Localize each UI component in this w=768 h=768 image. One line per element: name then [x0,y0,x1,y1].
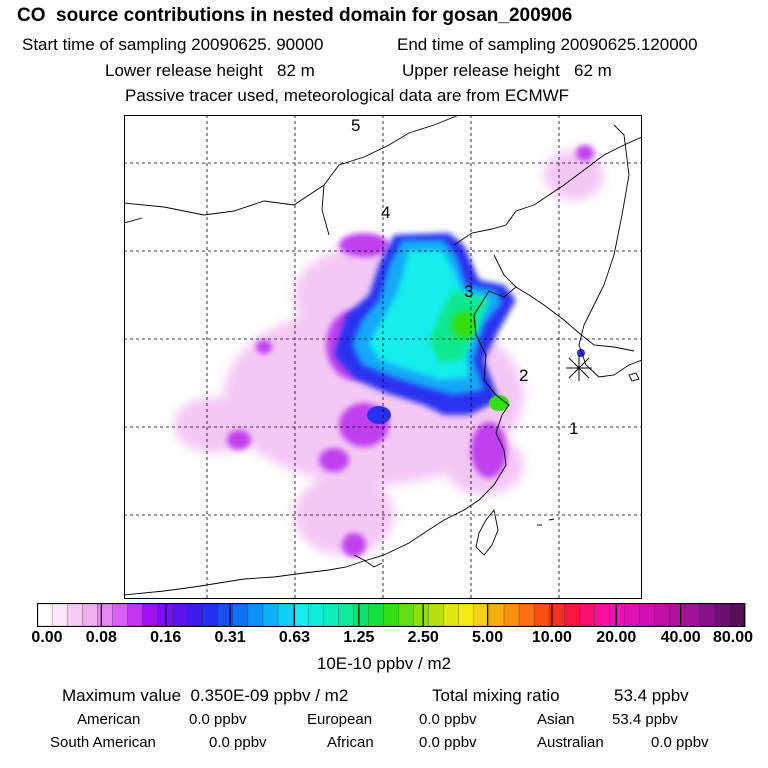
colorbar-cell [112,603,128,627]
colorbar-cell [37,603,53,627]
colorbar-cell [172,603,189,627]
colorbar-tick-label: 0.31 [214,629,246,646]
colorbar-cell [729,603,746,627]
region-label-4: 4 [381,203,390,222]
colorbar [37,603,746,627]
colorbar-cell [518,603,535,627]
colorbar-cell [413,603,430,627]
colorbar-cell [277,603,294,627]
european-value: 0.0 ppbv [419,711,477,728]
map-frame [124,115,642,599]
colorbar-cell [684,603,701,627]
colorbar-tick-label: 0.00 [31,629,63,646]
region-label-5: 5 [351,116,360,135]
maximum-value: Maximum value 0.350E-09 ppbv / m2 [62,686,349,705]
colorbar-cell [443,603,460,627]
total-mixing-value: 53.4 ppbv [614,686,689,705]
asterisk-icon [566,355,592,381]
tracer-note: Passive tracer used, meteorological data… [125,86,570,105]
colorbar-unit: 10E-10 ppbv / m2 [316,654,452,673]
colorbar-cell [292,603,309,627]
end-time-label: End time of sampling 20090625.120000 [397,35,698,54]
upper-release-label: Upper release height 62 m [402,61,612,80]
colorbar-tick-label: 80.00 [712,629,754,646]
asian-label: Asian [537,711,575,728]
region-label-3: 3 [464,282,473,301]
colorbar-cell [368,603,384,627]
south-american-label: South American [50,734,156,751]
colorbar-cell [51,603,68,627]
american-value: 0.0 ppbv [189,711,247,728]
colorbar-tick-label: 0.63 [278,629,311,646]
colorbar-cell [714,603,731,627]
colorbar-tick-label: 20.00 [596,629,637,646]
region-label-2: 2 [519,366,528,385]
australian-label: Australian [537,734,604,751]
colorbar-cell [353,603,369,627]
colorbar-cell [97,603,113,627]
colorbar-cell [579,603,595,627]
graticule [124,115,642,599]
colorbar-cell [398,603,415,627]
start-time-label: Start time of sampling 20090625. 90000 [22,35,324,54]
colorbar-tick-label: 0.16 [150,629,182,646]
colorbar-tick-label: 10.00 [531,629,572,646]
american-label: American [77,711,141,728]
colorbar-cell [699,603,716,627]
colorbar-cell [202,603,219,627]
colorbar-cell [247,603,264,627]
colorbar-cell [262,603,279,627]
colorbar-tick-label: 40.00 [660,629,701,646]
colorbar-cell [473,603,490,627]
colorbar-cell [458,603,475,627]
colorbar-tick-label: 0.08 [85,629,117,646]
lower-release-label: Lower release height 82 m [105,61,315,80]
colorbar-cell [307,603,324,627]
australian-value: 0.0 ppbv [651,734,709,751]
colorbar-tick-label: 5.00 [471,629,504,646]
total-mixing-label: Total mixing ratio [432,686,560,705]
region-label-1: 1 [569,419,578,438]
colorbar-cell [624,603,640,627]
colorbar-cell [127,603,143,627]
south-american-value: 0.0 ppbv [209,734,267,751]
colorbar-tick-label: 2.50 [407,629,439,646]
colorbar-cell [533,603,550,627]
african-value: 0.0 ppbv [419,734,477,751]
colorbar-tick-label: 1.25 [343,629,375,646]
colorbar-cell [564,603,580,627]
colorbar-cell [66,603,83,627]
colorbar-cell [639,603,656,627]
colorbar-cell [338,603,354,627]
colorbar-cell [142,603,158,627]
colorbar-cell [609,603,625,627]
plot-title: CO source contributions in nested domain… [17,5,573,26]
colorbar-cell [323,603,339,627]
colorbar-cell [217,603,234,627]
colorbar-cell [594,603,610,627]
asian-value: 53.4 ppbv [612,711,678,728]
colorbar-cell [232,603,249,627]
concentration-map: 5 4 3 2 1 [124,115,642,599]
colorbar-cell [488,603,505,627]
european-label: European [307,711,373,728]
colorbar-cell [669,603,686,627]
colorbar-cell [654,603,671,627]
colorbar-cell [383,603,399,627]
african-label: African [327,734,374,751]
colorbar-cell [187,603,204,627]
plume-layer [174,145,604,557]
colorbar-cell [428,603,445,627]
colorbar-cell [82,603,98,627]
colorbar-cell [503,603,520,627]
